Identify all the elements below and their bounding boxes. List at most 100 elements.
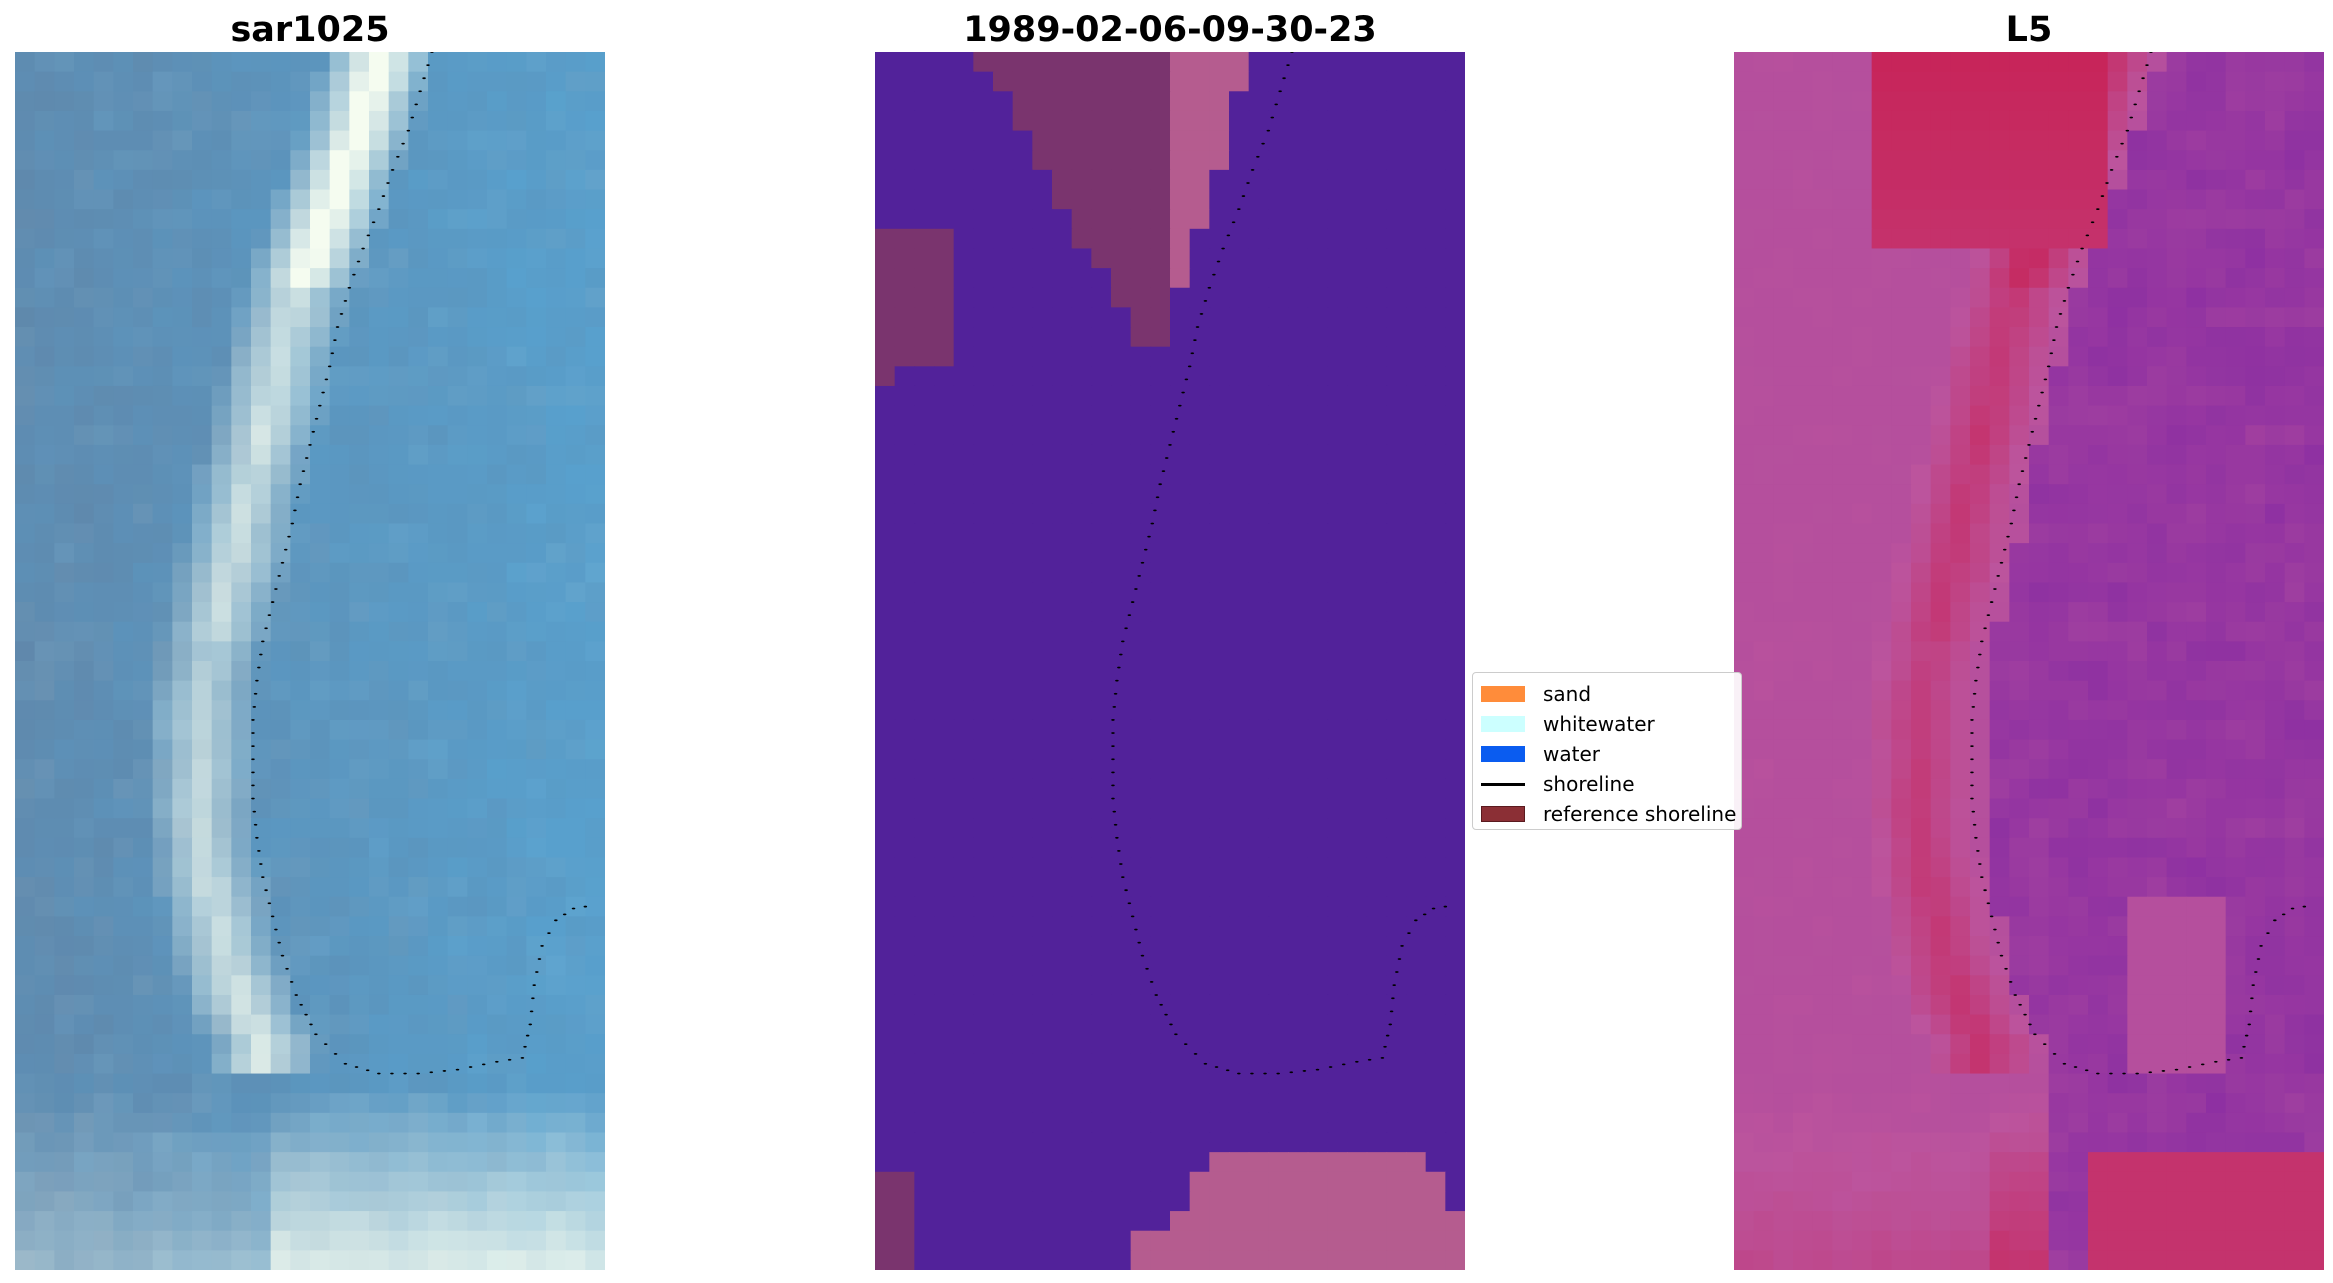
raster-pixel [1950, 503, 1971, 525]
raster-pixel [54, 130, 75, 152]
raster-pixel [506, 857, 528, 878]
raster-pixel [1032, 778, 1053, 800]
raster-pixel [1327, 385, 1348, 407]
raster-pixel [934, 503, 955, 525]
raster-pixel [526, 287, 547, 309]
raster-pixel [270, 71, 292, 93]
raster-pixel [1288, 1250, 1309, 1270]
raster-pixel [1288, 228, 1309, 250]
raster-pixel [953, 936, 975, 957]
raster-pixel [1406, 405, 1427, 427]
raster-pixel [1930, 52, 1952, 73]
raster-pixel [894, 543, 916, 564]
shoreline-dot [1158, 483, 1162, 486]
raster-pixel [1052, 759, 1073, 780]
raster-pixel [565, 71, 587, 93]
raster-pixel [1425, 307, 1447, 328]
raster-pixel [1930, 700, 1952, 721]
raster-pixel [1288, 602, 1309, 623]
raster-pixel [270, 1211, 292, 1232]
raster-pixel [1111, 916, 1132, 937]
raster-pixel [1871, 287, 1893, 309]
raster-pixel [349, 503, 370, 525]
raster-pixel [2029, 562, 2050, 584]
shoreline-dot [1119, 863, 1123, 865]
raster-pixel [15, 1211, 36, 1232]
raster-pixel [93, 700, 115, 721]
raster-pixel [953, 307, 975, 328]
raster-pixel [2265, 110, 2286, 132]
raster-pixel [93, 1093, 115, 1114]
raster-pixel [1445, 857, 1465, 878]
raster-pixel [172, 1191, 193, 1212]
raster-pixel [1812, 523, 1834, 544]
raster-pixel [526, 936, 547, 957]
raster-pixel [1406, 719, 1427, 741]
shoreline-dot [1143, 548, 1148, 551]
raster-pixel [934, 778, 955, 800]
raster-pixel [34, 798, 56, 819]
raster-pixel [428, 228, 449, 250]
raster-pixel [1032, 798, 1053, 819]
raster-pixel [973, 582, 994, 603]
raster-pixel [1753, 327, 1775, 348]
raster-pixel [565, 798, 587, 819]
raster-pixel [894, 759, 916, 780]
shoreline-dot [455, 1068, 460, 1071]
raster-pixel [1852, 248, 1873, 269]
raster-pixel [447, 150, 469, 171]
raster-pixel [349, 602, 370, 623]
raster-pixel [310, 759, 331, 780]
raster-pixel [1832, 444, 1853, 466]
raster-pixel [953, 582, 975, 603]
shoreline-dot [1190, 352, 1195, 355]
raster-pixel [993, 248, 1014, 269]
raster-pixel [467, 936, 488, 957]
raster-pixel [565, 975, 587, 996]
shoreline-dot [267, 614, 272, 617]
raster-pixel [1288, 503, 1309, 525]
raster-pixel [2127, 680, 2148, 702]
raster-pixel [1189, 700, 1211, 721]
raster-pixel [231, 857, 252, 878]
raster-pixel [546, 719, 567, 741]
raster-pixel [2166, 621, 2188, 643]
raster-pixel [487, 464, 508, 485]
shoreline-dot [1134, 928, 1138, 931]
raster-pixel [1406, 366, 1427, 387]
raster-pixel [1150, 287, 1171, 309]
raster-pixel [2186, 602, 2207, 623]
raster-pixel [447, 268, 469, 289]
raster-pixel [369, 1132, 390, 1153]
raster-pixel [487, 661, 508, 682]
raster-pixel [1425, 1034, 1447, 1055]
raster-pixel [290, 385, 311, 407]
raster-pixel [369, 366, 390, 387]
raster-pixel [34, 936, 56, 957]
raster-pixel [447, 562, 469, 584]
raster-pixel [1150, 1014, 1171, 1036]
raster-pixel [1445, 1211, 1465, 1232]
raster-pixel [1268, 955, 1289, 977]
raster-pixel [231, 52, 252, 73]
raster-pixel [2147, 287, 2168, 309]
raster-pixel [1189, 719, 1211, 741]
raster-pixel [1852, 641, 1873, 662]
raster-pixel [565, 405, 587, 427]
raster-pixel [54, 150, 75, 171]
raster-pixel [1445, 700, 1465, 721]
raster-pixel [526, 680, 547, 702]
raster-pixel [93, 1132, 115, 1153]
raster-pixel [1773, 71, 1794, 93]
raster-pixel [2088, 287, 2109, 309]
shoreline-dot [1159, 1003, 1163, 1006]
raster-pixel [1189, 562, 1211, 584]
raster-pixel [231, 346, 252, 368]
raster-pixel [349, 582, 370, 603]
shoreline-dot [314, 417, 319, 420]
raster-pixel [1445, 1112, 1465, 1134]
raster-pixel [2107, 405, 2129, 427]
raster-pixel [546, 1191, 567, 1212]
raster-pixel [565, 877, 587, 898]
raster-pixel [1832, 189, 1853, 210]
